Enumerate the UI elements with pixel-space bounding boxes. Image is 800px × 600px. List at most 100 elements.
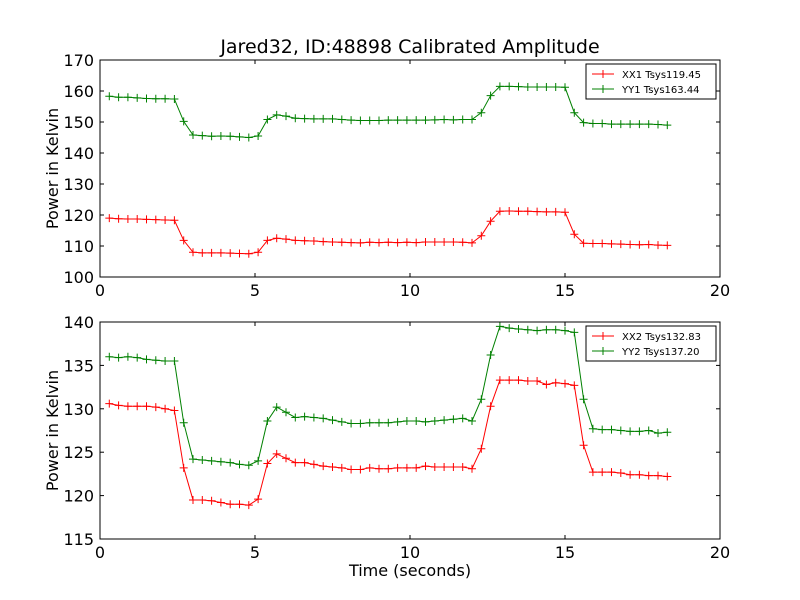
data-point: [347, 465, 356, 474]
data-point: [189, 495, 197, 504]
data-point: [635, 240, 644, 249]
data-point: [300, 458, 309, 467]
data-point: [458, 414, 467, 423]
data-point: [272, 110, 281, 119]
data-point: [542, 82, 551, 91]
data-point: [505, 82, 514, 91]
data-point: [282, 454, 290, 463]
data-point: [402, 416, 411, 425]
data-point: [607, 468, 616, 477]
data-point: [309, 413, 318, 422]
data-point: [235, 500, 244, 509]
data-point: [365, 238, 374, 247]
data-point: [421, 462, 430, 471]
data-point: [207, 132, 216, 141]
figure-title: Jared32, ID:48898 Calibrated Amplitude: [219, 36, 599, 58]
x-tick-label: 15: [555, 543, 575, 562]
data-point: [393, 238, 402, 247]
data-point: [430, 115, 439, 124]
data-point: [523, 325, 532, 334]
data-point: [133, 402, 142, 411]
data-point: [142, 94, 151, 103]
data-point: [272, 234, 281, 243]
data-point: [226, 249, 235, 258]
data-point: [468, 416, 476, 425]
data-point: [105, 214, 114, 223]
data-point: [328, 416, 337, 425]
data-point: [477, 231, 486, 240]
data-point: [291, 236, 300, 245]
data-point: [254, 131, 263, 140]
data-point: [170, 406, 179, 415]
data-point: [272, 403, 281, 412]
data-point: [616, 469, 625, 478]
data-point: [644, 471, 653, 480]
data-point: [663, 241, 672, 250]
data-point: [309, 114, 318, 123]
data-point: [486, 217, 495, 226]
x-tick-label: 20: [710, 281, 730, 300]
data-point: [533, 82, 542, 91]
data-point: [654, 429, 662, 438]
data-point: [235, 460, 244, 469]
data-point: [626, 470, 635, 479]
data-point: [347, 238, 356, 247]
data-point: [123, 93, 132, 102]
data-point: [161, 404, 170, 413]
x-axis-label: Time (seconds): [348, 561, 471, 580]
data-point: [300, 412, 309, 421]
data-point: [449, 462, 458, 471]
data-point: [244, 249, 253, 258]
data-point: [561, 208, 569, 217]
x-tick-label: 0: [95, 281, 105, 300]
data-point: [579, 239, 588, 248]
data-point: [393, 417, 402, 426]
data-point: [365, 116, 374, 125]
data-point: [300, 236, 309, 245]
data-point: [142, 355, 151, 364]
data-point: [486, 350, 495, 359]
data-point: [505, 324, 514, 333]
data-point: [300, 114, 309, 123]
data-point: [198, 495, 207, 504]
data-point: [533, 377, 542, 386]
data-point: [161, 215, 170, 224]
data-point: [551, 378, 560, 387]
data-point: [533, 207, 542, 216]
data-point: [505, 206, 514, 215]
data-point: [654, 471, 662, 480]
data-point: [495, 322, 504, 331]
data-point: [542, 325, 551, 334]
data-point: [663, 121, 672, 130]
y-tick-label: 130: [63, 175, 94, 194]
data-point: [328, 114, 337, 123]
data-point: [207, 496, 216, 505]
y-axis-label: Power in Kelvin: [43, 108, 62, 229]
data-point: [282, 235, 290, 244]
data-point: [356, 238, 365, 247]
data-point: [337, 238, 346, 247]
data-point: [291, 413, 300, 422]
data-point: [254, 456, 263, 465]
data-point: [356, 465, 365, 474]
data-point: [216, 457, 225, 466]
data-point: [579, 395, 588, 404]
data-point: [495, 207, 504, 216]
legend: XX1 Tsys119.45 YY1 Tsys163.44: [585, 63, 717, 100]
data-point: [337, 417, 346, 426]
legend: XX2 Tsys132.83 YY2 Tsys137.20: [585, 325, 717, 362]
data-point: [105, 92, 114, 101]
data-point: [663, 472, 672, 481]
data-point: [328, 237, 337, 246]
data-point: [375, 464, 383, 473]
data-point: [319, 237, 328, 246]
data-point: [449, 115, 458, 124]
data-point: [654, 120, 662, 129]
data-point: [384, 464, 393, 473]
data-point: [570, 230, 579, 239]
data-point: [282, 408, 290, 417]
data-point: [523, 377, 532, 386]
data-point: [514, 376, 523, 385]
legend-box: [585, 63, 717, 100]
